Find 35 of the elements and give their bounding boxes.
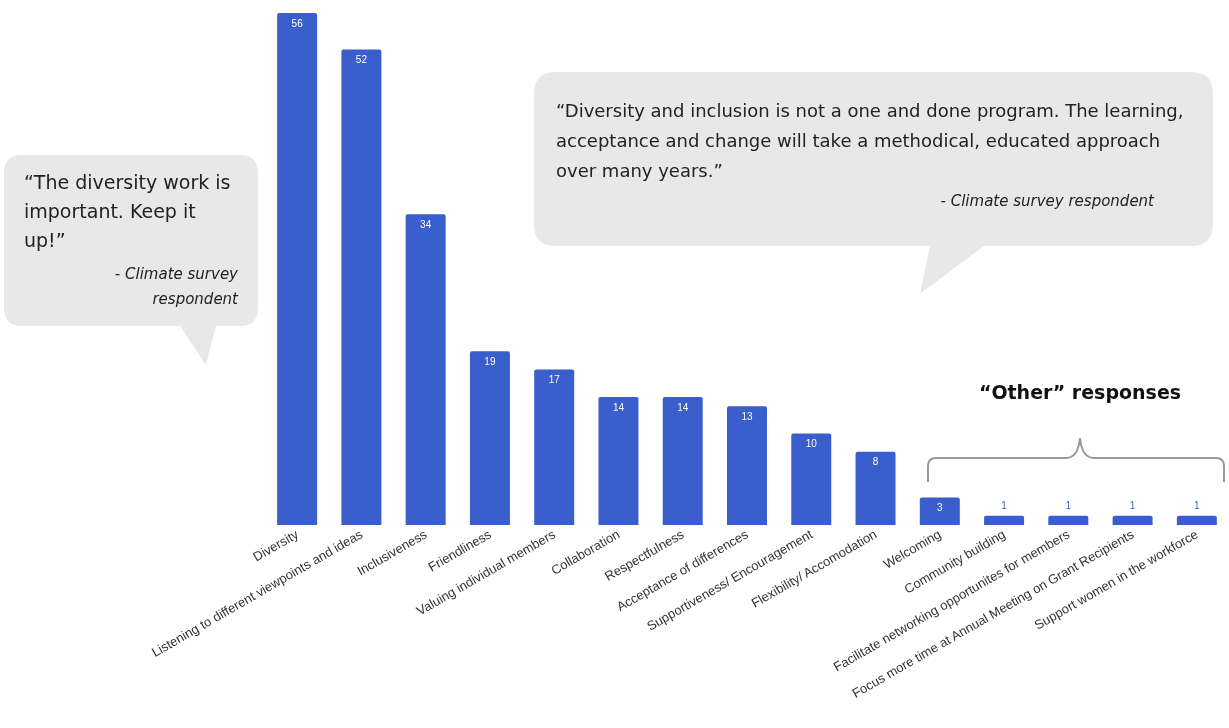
bar (534, 369, 575, 525)
data-label: 13 (741, 410, 753, 422)
data-label: 3 (937, 502, 944, 514)
bar (341, 49, 382, 525)
bar (984, 515, 1025, 525)
data-label: 14 (612, 401, 625, 413)
data-label: 34 (420, 218, 432, 230)
bar (919, 497, 960, 525)
data-label: 1 (1194, 500, 1201, 512)
bar (727, 406, 767, 525)
data-label: 10 (805, 438, 818, 450)
bar (662, 397, 703, 525)
data-label: 19 (484, 355, 496, 367)
text: “The diversity work is important. Keep it up!” (24, 170, 232, 253)
data-label: 14 (677, 401, 689, 413)
data-label: 1 (1065, 500, 1072, 512)
bar (1112, 515, 1153, 525)
annotation: “Diversity and inclusion is not a one and done program. The learning, acceptance and change will take a methodical, educated approach over many years.” (556, 99, 1185, 183)
bar (855, 451, 896, 525)
bar (1176, 515, 1217, 525)
annotation: “Other” responses (977, 381, 1183, 403)
bar (598, 397, 639, 525)
data-label: 17 (548, 374, 561, 386)
data-label: 52 (355, 54, 368, 66)
data-label: 1 (1001, 500, 1008, 512)
bar (405, 214, 446, 525)
data-label: 56 (291, 17, 304, 29)
bar (791, 433, 832, 525)
annotation: - Climate survey respondent (939, 192, 1154, 210)
text: - Climate survey respondent (113, 264, 238, 310)
data-label: 1 (1129, 500, 1136, 512)
bar (469, 351, 510, 525)
bar (277, 13, 318, 525)
data-label: 8 (872, 456, 879, 468)
bar (1048, 515, 1089, 525)
